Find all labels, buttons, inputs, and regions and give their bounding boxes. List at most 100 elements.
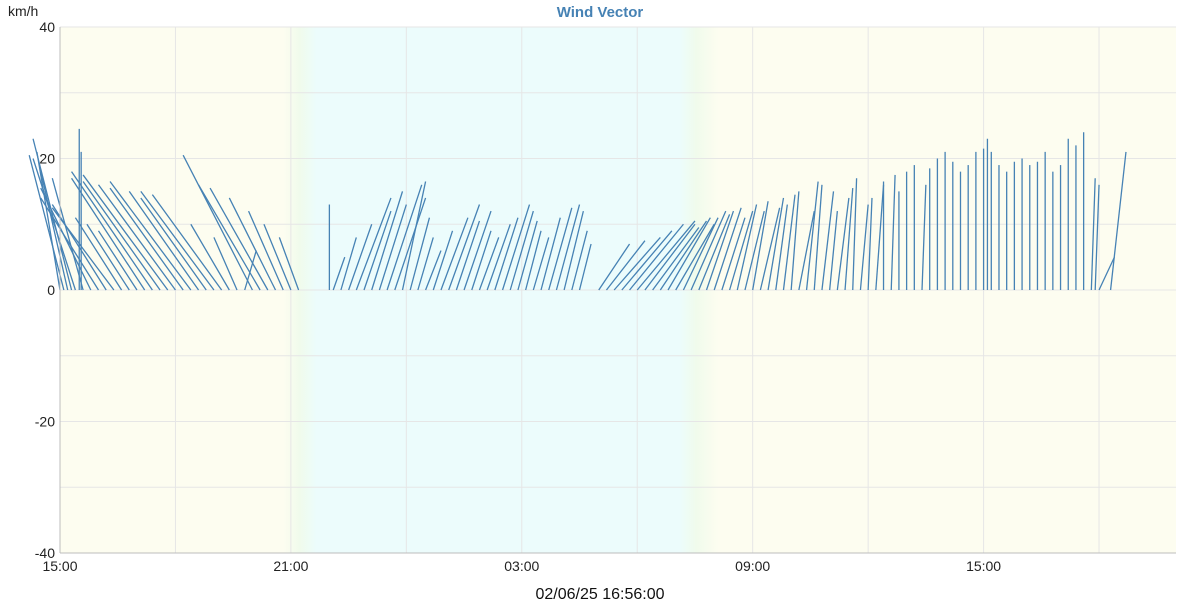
wind-vector-segment xyxy=(605,240,646,291)
wind-vector-segment xyxy=(348,224,373,291)
y-tick-label: 0 xyxy=(47,282,55,298)
wind-vector-segment xyxy=(578,243,592,291)
wind-vector-segment xyxy=(82,181,161,291)
y-axis-unit: km/h xyxy=(8,3,38,19)
wind-vector-segment xyxy=(247,210,284,291)
wind-vector-segment xyxy=(698,214,731,291)
wind-vector-segment xyxy=(278,237,300,291)
x-tick-label: 21:00 xyxy=(273,558,308,574)
wind-vector-segment xyxy=(829,211,838,291)
y-tick-label: 40 xyxy=(39,19,55,35)
wind-vector-segment xyxy=(51,178,84,291)
wind-vector-segment xyxy=(736,204,758,291)
wind-vector-segment xyxy=(705,210,735,291)
wind-vector-segment xyxy=(659,220,708,291)
wind-vector-segment xyxy=(151,194,223,291)
wind-vector-segment xyxy=(140,197,207,291)
wind-vector-segment xyxy=(182,154,253,291)
wind-vector-segment xyxy=(836,197,850,291)
wind-vector-segment xyxy=(1090,178,1096,291)
wind-vector-segment xyxy=(486,224,511,291)
wind-vector-segment xyxy=(509,210,534,291)
wind-vector-segment xyxy=(74,217,123,291)
wind-vector-segment xyxy=(1098,256,1116,291)
x-tick-labels: 15:00 21:00 03:00 09:00 15:00 xyxy=(42,558,1001,574)
wind-vector-segment xyxy=(621,230,673,291)
wind-vector-segment xyxy=(213,237,238,291)
wind-vector-segment xyxy=(471,230,492,291)
wind-vector-segment xyxy=(128,191,200,291)
wind-vector-segment xyxy=(675,223,715,291)
wind-vector-segment xyxy=(636,220,696,291)
wind-vector-segment xyxy=(263,224,292,291)
wind-vector-segment xyxy=(332,256,346,291)
wind-vector-segment xyxy=(859,204,869,291)
wind-vector-segment xyxy=(432,230,454,291)
wind-vector-segment xyxy=(813,184,823,291)
wind-vector-segment xyxy=(97,230,138,291)
wind-vector-segment xyxy=(417,237,434,291)
x-tick-label: 15:00 xyxy=(966,558,1001,574)
wind-vector-segment xyxy=(667,217,711,291)
wind-vector-segment xyxy=(28,155,65,291)
wind-vector-segment xyxy=(71,171,153,291)
wind-vector-segment xyxy=(875,184,885,291)
wind-vector-segment xyxy=(32,138,73,291)
wind-vector-segment xyxy=(548,207,573,291)
wind-vector-segment xyxy=(440,217,469,291)
wind-vector-segment xyxy=(613,236,661,291)
wind-vector-segment xyxy=(728,210,754,291)
wind-vector-segment xyxy=(690,210,727,291)
wind-vector-segment xyxy=(571,230,588,291)
wind-vector-segment xyxy=(805,181,819,291)
wind-vector-segment xyxy=(478,237,500,291)
wind-vector-segment xyxy=(409,217,431,291)
wind-vector-segment xyxy=(340,237,357,291)
wind-vector-segment xyxy=(97,184,176,291)
wind-vector-segment xyxy=(744,210,765,291)
wind-vector-segment xyxy=(555,204,581,291)
y-tick-labels: 40 20 0 -20 -40 xyxy=(35,19,55,561)
wind-vector-segment xyxy=(228,197,277,291)
chart-title: Wind Vector xyxy=(557,4,644,21)
wind-vector-segment xyxy=(32,158,77,291)
wind-vector-segment xyxy=(86,223,130,291)
wind-vector-segment xyxy=(40,171,69,291)
x-tick-label: 03:00 xyxy=(504,558,539,574)
wind-vector-segment xyxy=(1109,151,1127,291)
wind-vector-segment xyxy=(40,197,100,291)
wind-vector-segment xyxy=(852,178,858,291)
wind-vector-segment xyxy=(197,184,261,291)
wind-vector-segment xyxy=(463,210,492,291)
x-tick-label: 09:00 xyxy=(735,558,770,574)
y-tick-label: -40 xyxy=(35,545,55,561)
wind-vector-segment xyxy=(401,181,427,291)
y-tick-label: 20 xyxy=(39,151,55,167)
wind-vector-segment xyxy=(752,201,769,291)
wind-vector-segment xyxy=(890,174,896,291)
wind-vector-segment xyxy=(455,220,481,291)
wind-vector-segment xyxy=(767,197,785,291)
wind-vector-segment xyxy=(790,191,800,291)
wind-vector-segment xyxy=(652,227,700,291)
wind-vector-segment xyxy=(109,181,192,291)
y-tick-label: -20 xyxy=(35,414,55,430)
wind-vector-segment xyxy=(371,191,404,291)
wind-vector-segment xyxy=(759,207,781,291)
wind-vector-segment xyxy=(867,197,873,291)
wind-vector-segment xyxy=(51,207,115,291)
wind-vector-segment xyxy=(798,210,815,291)
x-tick-label: 15:00 xyxy=(42,558,77,574)
wind-vector-segment xyxy=(140,190,215,291)
wind-vector-segment xyxy=(363,210,392,291)
wind-vector-segment xyxy=(494,217,519,291)
wind-vector-segment xyxy=(844,188,854,291)
wind-vector-segment xyxy=(532,237,550,291)
wind-vector-segment xyxy=(629,223,684,291)
wind-vector-segment xyxy=(517,220,538,291)
wind-vector-segment xyxy=(109,187,184,291)
wind-vector-segment xyxy=(394,197,427,291)
wind-vector-segment xyxy=(190,223,230,291)
wind-vector-segment xyxy=(71,177,146,291)
